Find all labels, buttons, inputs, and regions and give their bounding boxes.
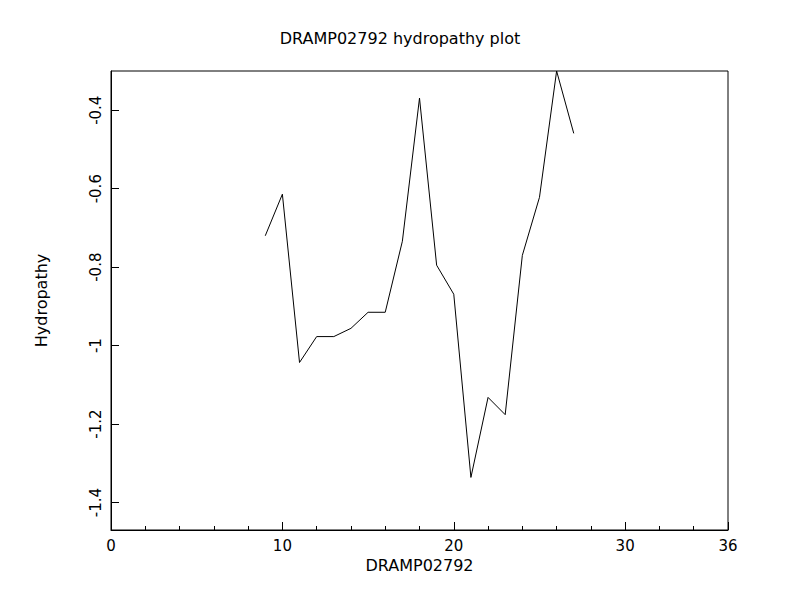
svg-text:-1.4: -1.4 — [87, 488, 105, 517]
svg-text:Hydropathy: Hydropathy — [32, 254, 51, 348]
svg-text:-0.6: -0.6 — [87, 174, 105, 203]
svg-text:DRAMP02792: DRAMP02792 — [365, 556, 473, 575]
svg-text:36: 36 — [718, 537, 737, 555]
svg-text:10: 10 — [273, 537, 292, 555]
svg-text:30: 30 — [616, 537, 635, 555]
svg-text:-1.2: -1.2 — [87, 409, 105, 438]
svg-text:0: 0 — [106, 537, 116, 555]
svg-text:-1: -1 — [87, 338, 105, 353]
svg-text:-0.4: -0.4 — [87, 96, 105, 125]
svg-text:DRAMP02792 hydropathy plot: DRAMP02792 hydropathy plot — [280, 29, 521, 48]
svg-text:20: 20 — [444, 537, 463, 555]
svg-text:-0.8: -0.8 — [87, 253, 105, 282]
